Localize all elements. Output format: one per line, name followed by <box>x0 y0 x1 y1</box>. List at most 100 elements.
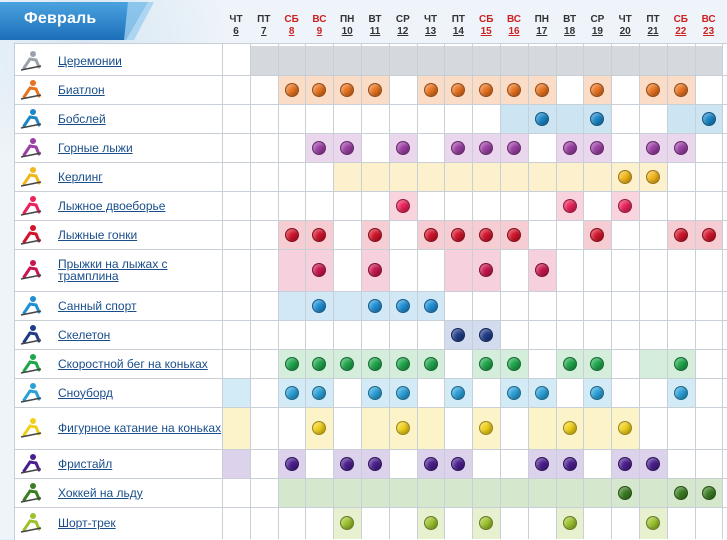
medal-event-dot[interactable] <box>284 227 299 242</box>
medal-event-dot[interactable] <box>395 385 410 400</box>
medal-event-dot[interactable] <box>340 456 355 471</box>
medal-event-dot[interactable] <box>479 516 494 530</box>
medal-event-dot[interactable] <box>645 82 660 97</box>
medal-event-dot[interactable] <box>506 140 521 155</box>
medal-event-dot[interactable] <box>562 198 577 213</box>
medal-event-dot[interactable] <box>312 82 327 97</box>
medal-event-dot[interactable] <box>312 140 327 155</box>
sport-name-link[interactable]: Лыжное двоеборье <box>58 198 166 213</box>
day-number-link[interactable]: 6 <box>233 26 239 37</box>
medal-event-dot[interactable] <box>590 82 605 97</box>
day-number-link[interactable]: 23 <box>703 26 715 37</box>
sport-row-label[interactable]: Бобслей <box>18 104 222 133</box>
sport-name-link[interactable]: Скелетон <box>58 327 111 342</box>
medal-event-dot[interactable] <box>367 227 382 242</box>
medal-event-dot[interactable] <box>506 385 521 400</box>
medal-event-dot[interactable] <box>590 385 605 400</box>
medal-event-dot[interactable] <box>645 516 660 530</box>
day-number-link[interactable]: 17 <box>536 26 548 37</box>
medal-event-dot[interactable] <box>395 140 410 155</box>
sport-row-label[interactable]: Хоккей на льду <box>18 478 222 507</box>
medal-event-dot[interactable] <box>451 82 466 97</box>
medal-event-dot[interactable] <box>506 356 521 371</box>
sport-row-label[interactable]: Фристайл <box>18 449 222 478</box>
medal-event-dot[interactable] <box>506 82 521 97</box>
medal-event-dot[interactable] <box>284 356 299 371</box>
medal-event-dot[interactable] <box>340 356 355 371</box>
medal-event-dot[interactable] <box>701 485 716 500</box>
month-tab[interactable]: Февраль <box>0 0 156 42</box>
day-number-link[interactable]: 16 <box>508 26 520 37</box>
medal-event-dot[interactable] <box>284 385 299 400</box>
sport-name-link[interactable]: Хоккей на льду <box>58 485 143 500</box>
day-number-link[interactable]: 13 <box>425 26 437 37</box>
day-number-link[interactable]: 19 <box>591 26 603 37</box>
medal-event-dot[interactable] <box>673 356 688 371</box>
sport-row-label[interactable]: Лыжное двоеборье <box>18 191 222 220</box>
medal-event-dot[interactable] <box>618 421 633 435</box>
medal-event-dot[interactable] <box>451 140 466 155</box>
medal-event-dot[interactable] <box>673 485 688 500</box>
medal-event-dot[interactable] <box>340 82 355 97</box>
medal-event-dot[interactable] <box>367 356 382 371</box>
sport-row-label[interactable]: Прыжки на лыжах с трамплина <box>18 249 222 291</box>
medal-event-dot[interactable] <box>590 111 605 126</box>
medal-event-dot[interactable] <box>423 356 438 371</box>
medal-event-dot[interactable] <box>423 456 438 471</box>
medal-event-dot[interactable] <box>479 327 494 342</box>
medal-event-dot[interactable] <box>673 82 688 97</box>
sport-row-label[interactable]: Фигурное катание на коньках <box>18 407 222 449</box>
medal-event-dot[interactable] <box>506 227 521 242</box>
medal-event-dot[interactable] <box>340 516 355 530</box>
day-number-link[interactable]: 21 <box>647 26 659 37</box>
medal-event-dot[interactable] <box>673 227 688 242</box>
day-number-link[interactable]: 9 <box>316 26 323 37</box>
sport-name-link[interactable]: Фигурное катание на коньках <box>58 421 222 435</box>
medal-event-dot[interactable] <box>312 298 327 313</box>
medal-event-dot[interactable] <box>451 385 466 400</box>
day-number-link[interactable]: 15 <box>480 26 492 37</box>
medal-event-dot[interactable] <box>562 356 577 371</box>
medal-event-dot[interactable] <box>479 263 494 277</box>
day-number-link[interactable]: 20 <box>619 26 631 37</box>
medal-event-dot[interactable] <box>534 385 549 400</box>
sport-name-link[interactable]: Шорт-трек <box>58 516 116 530</box>
day-number-link[interactable]: 22 <box>675 26 687 37</box>
medal-event-dot[interactable] <box>701 111 716 126</box>
sport-name-link[interactable]: Скоростной бег на коньках <box>58 356 208 371</box>
medal-event-dot[interactable] <box>479 421 494 435</box>
medal-event-dot[interactable] <box>534 456 549 471</box>
medal-event-dot[interactable] <box>312 356 327 371</box>
medal-event-dot[interactable] <box>701 227 716 242</box>
medal-event-dot[interactable] <box>562 421 577 435</box>
sport-row-label[interactable]: Горные лыжи <box>18 133 222 162</box>
medal-event-dot[interactable] <box>451 327 466 342</box>
day-number-link[interactable]: 12 <box>397 26 409 37</box>
medal-event-dot[interactable] <box>562 516 577 530</box>
medal-event-dot[interactable] <box>645 169 660 184</box>
medal-event-dot[interactable] <box>367 456 382 471</box>
day-number-link[interactable]: 11 <box>369 26 381 37</box>
day-number-link[interactable]: 8 <box>288 26 295 37</box>
medal-event-dot[interactable] <box>618 456 633 471</box>
sport-name-link[interactable]: Биатлон <box>58 82 105 97</box>
sport-name-link[interactable]: Сноуборд <box>58 385 113 400</box>
sport-name-link[interactable]: Бобслей <box>58 111 106 126</box>
medal-event-dot[interactable] <box>284 456 299 471</box>
medal-event-dot[interactable] <box>423 227 438 242</box>
medal-event-dot[interactable] <box>618 169 633 184</box>
medal-event-dot[interactable] <box>312 385 327 400</box>
sport-name-link[interactable]: Фристайл <box>58 456 113 471</box>
sport-row-label[interactable]: Керлинг <box>18 162 222 191</box>
medal-event-dot[interactable] <box>534 111 549 126</box>
medal-event-dot[interactable] <box>451 227 466 242</box>
sport-name-link[interactable]: Церемонии <box>58 53 122 68</box>
medal-event-dot[interactable] <box>645 140 660 155</box>
sport-row-label[interactable]: Церемонии <box>18 46 222 75</box>
medal-event-dot[interactable] <box>673 140 688 155</box>
medal-event-dot[interactable] <box>367 385 382 400</box>
medal-event-dot[interactable] <box>312 227 327 242</box>
sport-name-link[interactable]: Лыжные гонки <box>58 227 138 242</box>
sport-row-label[interactable]: Скелетон <box>18 320 222 349</box>
medal-event-dot[interactable] <box>367 263 382 277</box>
